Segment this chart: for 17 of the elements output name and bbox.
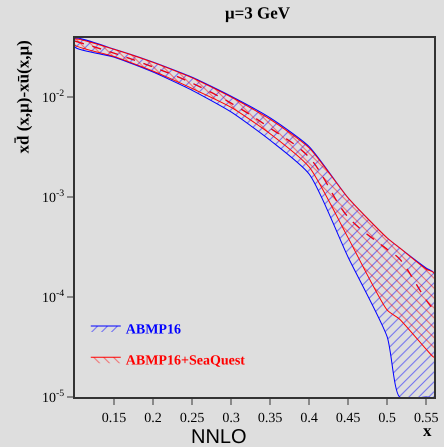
y-tick-label: 10$^{-4}$ [42, 288, 64, 306]
y-axis-title: xd̄ (x,μ)-xū(x,μ) [13, 40, 32, 154]
x-tick-label: 0.3 [222, 410, 240, 426]
x-tick-label: 0.25 [180, 410, 204, 426]
x-tick-label: 0.4 [300, 410, 318, 426]
y-tick-label: 10$^{-5}$ [42, 388, 64, 406]
x-tick-label: 0.15 [102, 410, 126, 426]
legend-label: ABMP16+SeaQuest [126, 354, 246, 369]
legend-label: ABMP16 [126, 322, 181, 338]
x-tick-label: 0.5 [378, 410, 396, 426]
text: NNLO [191, 426, 247, 447]
x-tick-label: 0.45 [336, 410, 360, 426]
y-tick-label: 10$^{-2}$ [42, 88, 64, 106]
x-tick-label: 0.2 [144, 410, 162, 426]
y-tick-label: 10$^{-3}$ [42, 188, 64, 206]
x-tick-label: 0.35 [258, 410, 282, 426]
chart-title: μ=3 GeV [224, 4, 291, 23]
